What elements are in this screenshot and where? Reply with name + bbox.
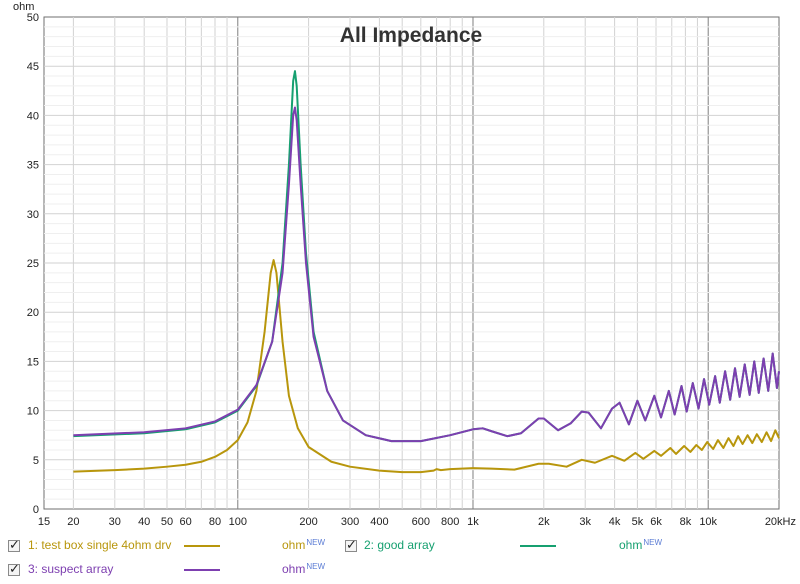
series-3-legend-swatch — [184, 569, 220, 571]
y-tick-label: 0 — [33, 504, 39, 516]
x-tick-label: 20kHz — [765, 516, 796, 528]
x-tick-label: 6k — [650, 516, 662, 528]
x-tick-label: 1k — [467, 516, 479, 528]
y-tick-label: 50 — [27, 12, 39, 24]
y-tick-label: 15 — [27, 356, 39, 368]
x-tick-label: 15 — [38, 516, 50, 528]
series-2-legend-swatch — [520, 545, 556, 547]
legend-row-2: 3: suspect array ohmNEW — [0, 561, 800, 581]
series-1-line — [73, 259, 780, 474]
y-tick-label: 30 — [27, 209, 39, 221]
axis-ticks: 0 5 10 15 20 25 30 35 40 45 50 15 20 30 40 50 60 80 100 200… — [27, 12, 796, 528]
series-1-legend-swatch — [184, 545, 220, 547]
grid-lines — [44, 17, 779, 509]
x-tick-label: 300 — [341, 516, 359, 528]
chart-title: All Impedance — [340, 24, 482, 47]
series-2-legend-label: 2: good array — [364, 538, 435, 552]
series-3-checkbox[interactable] — [8, 562, 20, 577]
x-tick-label: 2k — [538, 516, 550, 528]
x-tick-label: 4k — [609, 516, 621, 528]
y-tick-label: 20 — [27, 307, 39, 319]
x-tick-label: 40 — [138, 516, 150, 528]
x-tick-label: 200 — [299, 516, 317, 528]
x-tick-label: 60 — [179, 516, 191, 528]
y-tick-label: 45 — [27, 61, 39, 73]
x-tick-label: 400 — [370, 516, 388, 528]
series-2-unit: ohmNEW — [619, 538, 663, 552]
x-tick-label: 10k — [699, 516, 717, 528]
x-tick-label: 50 — [161, 516, 173, 528]
series-2-checkbox[interactable] — [345, 538, 357, 553]
x-tick-label: 30 — [109, 516, 121, 528]
y-tick-label: 40 — [27, 110, 39, 122]
series-1-new-badge: NEW — [306, 538, 326, 547]
series-1-unit: ohmNEW — [282, 538, 326, 552]
series-3-unit: ohmNEW — [282, 562, 326, 576]
x-tick-label: 800 — [441, 516, 459, 528]
y-tick-label: 5 — [33, 455, 39, 467]
legend-row-1: 1: test box single 4ohm drv ohmNEW 2: go… — [0, 537, 800, 557]
y-axis-unit-label: ohm — [13, 1, 34, 13]
data-series — [73, 70, 780, 474]
x-tick-label: 20 — [67, 516, 79, 528]
x-tick-label: 600 — [412, 516, 430, 528]
x-tick-label: 3k — [579, 516, 591, 528]
y-tick-label: 10 — [27, 406, 39, 418]
x-tick-label: 100 — [229, 516, 247, 528]
y-tick-label: 25 — [27, 258, 39, 270]
x-tick-label: 80 — [209, 516, 221, 528]
series-1-checkbox[interactable] — [8, 538, 20, 553]
y-tick-label: 35 — [27, 160, 39, 172]
series-3-line — [73, 106, 780, 443]
x-tick-label: 8k — [680, 516, 692, 528]
series-1-legend-label: 1: test box single 4ohm drv — [28, 538, 172, 552]
x-tick-label: 5k — [632, 516, 644, 528]
series-2-new-badge: NEW — [643, 538, 663, 547]
series-3-legend-label: 3: suspect array — [28, 562, 114, 576]
series-3-new-badge: NEW — [306, 562, 326, 571]
